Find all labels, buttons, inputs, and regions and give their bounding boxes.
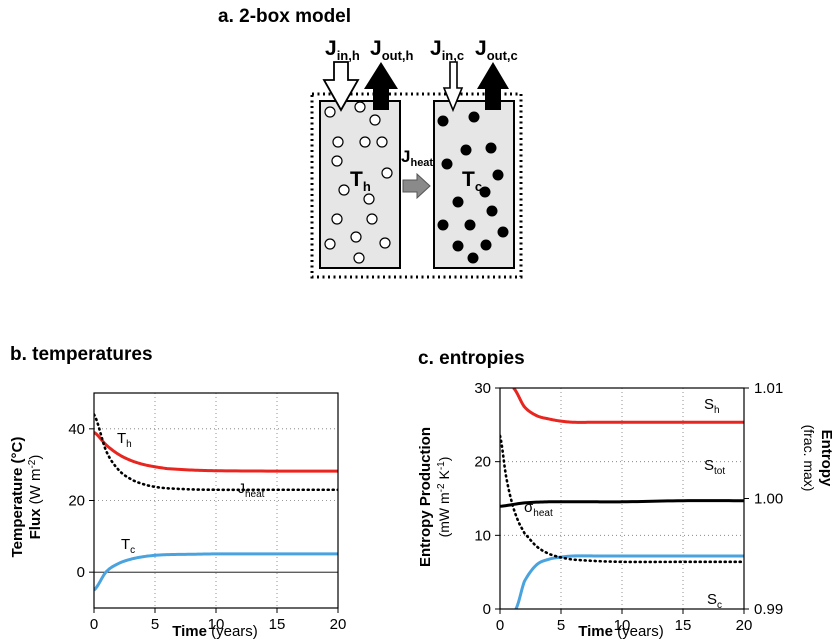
j-out-c-label: Jout,c bbox=[475, 37, 518, 63]
sigma-series-label: σheat bbox=[524, 499, 553, 519]
x-tick-label: 5 bbox=[151, 616, 159, 633]
sigma-heat-series-line bbox=[500, 434, 744, 564]
th-series-line bbox=[94, 431, 338, 473]
panel-c-title: c. entropies bbox=[418, 348, 525, 369]
tc-series-line bbox=[94, 552, 338, 592]
j-in-h-label: Jin,h bbox=[325, 37, 360, 63]
stot-series-label: Stot bbox=[704, 457, 725, 477]
panel-b-ylabel-line1: Temperature (°C) bbox=[9, 437, 26, 558]
x-tick-label: 10 bbox=[208, 616, 225, 633]
x-tick-label: 10 bbox=[614, 617, 631, 634]
t-c-label: Tc bbox=[462, 168, 482, 194]
panel-b-ylabel-line2: Flux (W m-2) bbox=[27, 455, 44, 540]
plot-frame bbox=[93, 392, 339, 609]
x-tick-label: 0 bbox=[90, 616, 98, 633]
y-right-tick-label: 1.01 bbox=[754, 380, 783, 397]
cold-box-particles bbox=[437, 111, 509, 264]
sc-series-label: Sc bbox=[707, 591, 722, 611]
hot-box-particles bbox=[324, 101, 393, 264]
jheat-series-label: Jheat bbox=[238, 480, 265, 500]
y-tick-label: 0 bbox=[483, 601, 491, 618]
panel-c-ylabel-right-line1: Entropy bbox=[818, 430, 835, 487]
j-out-h-arrow bbox=[364, 62, 398, 110]
y-tick-label: 40 bbox=[68, 421, 85, 438]
j-in-c-label: Jin,c bbox=[430, 37, 464, 63]
panel-a-title: a. 2-box model bbox=[218, 6, 352, 27]
sh-series-label: Sh bbox=[704, 396, 720, 416]
x-tick-label: 0 bbox=[496, 617, 504, 634]
j-out-h-label: Jout,h bbox=[370, 37, 414, 63]
x-tick-label: 5 bbox=[557, 617, 565, 634]
panel-c-ylabel-right-line2: (frac. max) bbox=[801, 425, 817, 492]
jheat-series-line bbox=[94, 413, 338, 492]
y-tick-label: 30 bbox=[474, 380, 491, 397]
cold-box bbox=[433, 100, 515, 269]
y-tick-label: 20 bbox=[474, 454, 491, 471]
j-out-c-arrow bbox=[477, 62, 509, 110]
y-tick-label: 10 bbox=[474, 527, 491, 544]
t-h-label: Th bbox=[350, 168, 371, 194]
tc-series-label: Tc bbox=[121, 536, 135, 556]
panel-b-title: b. temperatures bbox=[10, 344, 153, 365]
j-heat-label: Jheat bbox=[401, 147, 433, 169]
y-tick-label: 20 bbox=[68, 493, 85, 510]
panel-c-ylabel-left-line2: (mW m-2 K-1) bbox=[436, 457, 452, 538]
j-in-h-arrow bbox=[322, 61, 360, 112]
y-right-tick-label: 1.00 bbox=[754, 491, 783, 508]
th-series-label: Th bbox=[117, 430, 132, 450]
x-tick-label: 20 bbox=[736, 617, 753, 634]
panel-c-xlabel: Time (years) bbox=[578, 623, 664, 640]
j-in-c-arrow bbox=[442, 61, 464, 113]
y-tick-label: 0 bbox=[77, 564, 85, 581]
plot-frame bbox=[499, 387, 745, 610]
sh-series-line bbox=[512, 388, 744, 424]
stot-series-line bbox=[500, 499, 744, 508]
j-heat-arrow bbox=[402, 172, 431, 200]
sc-series-line bbox=[514, 554, 744, 609]
x-tick-label: 15 bbox=[675, 617, 692, 634]
panel-c-ylabel-left-line1: Entropy Production bbox=[417, 427, 434, 567]
x-tick-label: 20 bbox=[330, 616, 347, 633]
y-right-tick-label: 0.99 bbox=[754, 601, 783, 618]
system-boundary bbox=[310, 92, 523, 279]
x-tick-label: 15 bbox=[269, 616, 286, 633]
panel-b-xlabel: Time (years) bbox=[172, 623, 258, 640]
